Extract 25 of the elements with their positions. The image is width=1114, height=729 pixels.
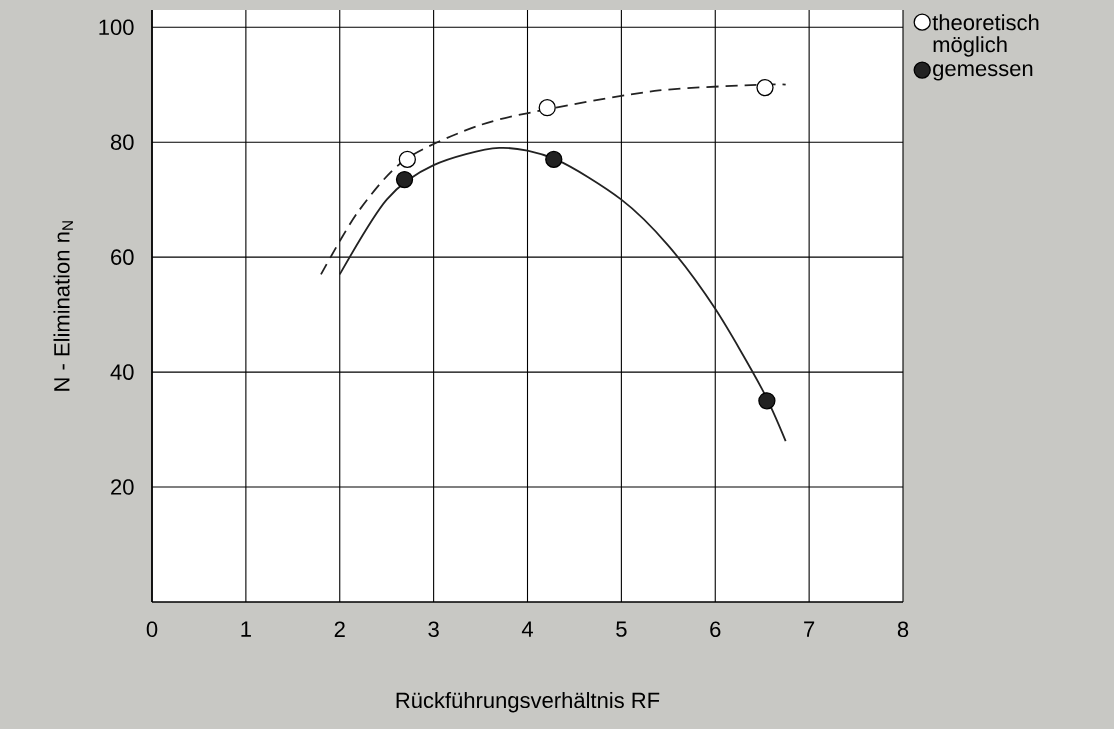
y-tick-label: 100: [99, 19, 134, 36]
point: [756, 78, 774, 97]
y-axis-title: N - Elimination n$_{N}$: [53, 221, 73, 391]
point: [398, 150, 416, 169]
x-tick-label: 5: [616, 621, 627, 637]
y-tick-label: 20: [111, 479, 134, 495]
x-tick-label: 2: [334, 621, 345, 637]
point: [758, 392, 776, 410]
x-axis-title: Rückführungsverhältnis RF: [396, 691, 660, 713]
x-tick-label: 7: [804, 621, 815, 637]
point: [395, 170, 414, 189]
x-tick-label: 6: [710, 621, 721, 638]
x-tick-label: 1: [241, 621, 251, 637]
x-tick-label: 4: [521, 621, 533, 637]
x-tick-label: 8: [897, 621, 909, 638]
y-tick-label: 40: [110, 364, 134, 380]
legend-label: theoretisch möglich: [932, 14, 1039, 57]
point: [538, 99, 556, 117]
y-tick-label: 60: [111, 249, 134, 265]
point: [545, 150, 563, 169]
y-tick-label: 80: [110, 134, 134, 150]
line-series: [338, 146, 787, 442]
legend-label: gemessen: [933, 64, 1033, 81]
x-tick-label: 3: [428, 621, 439, 638]
x-tick-label: 0: [146, 621, 158, 638]
